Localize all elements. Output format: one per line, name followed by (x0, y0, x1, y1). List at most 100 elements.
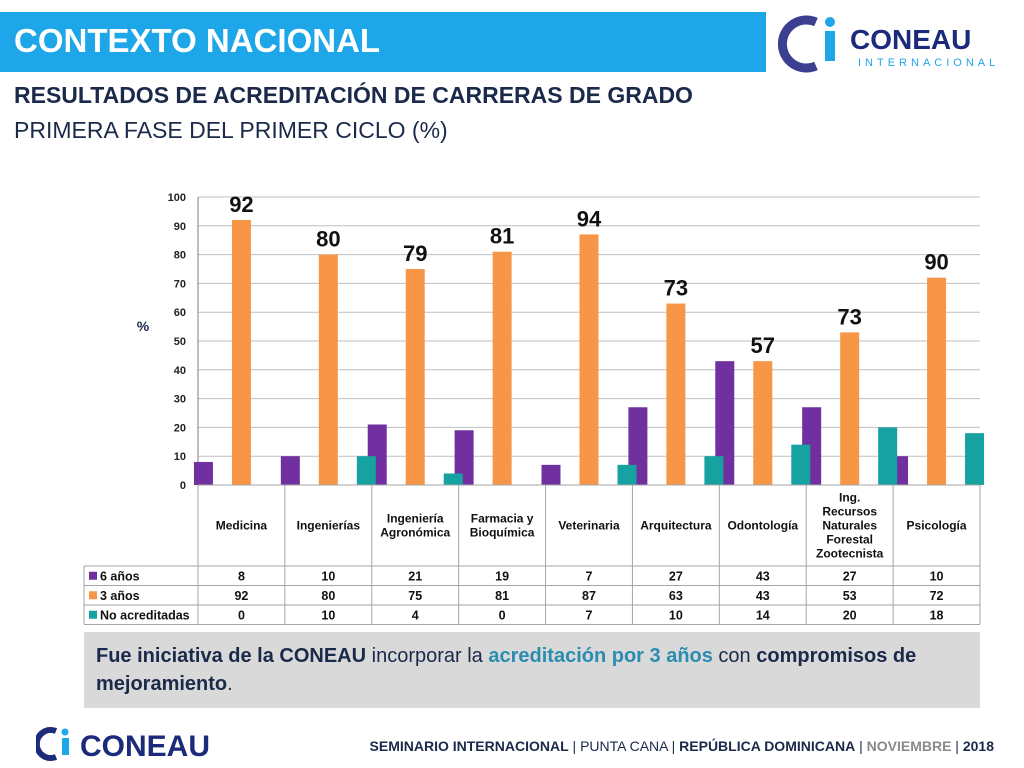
data-annotation: 73 (664, 276, 688, 301)
logo-c-shape (778, 15, 818, 73)
legend-swatch (89, 571, 97, 580)
category-label: Ing. (839, 491, 860, 505)
table-value: 27 (669, 569, 683, 583)
bar (454, 430, 474, 485)
table-value: 87 (582, 589, 596, 603)
table-value: 75 (408, 589, 422, 603)
logo-bottom-dot (61, 728, 69, 736)
data-annotation: 90 (924, 250, 948, 275)
logo-bottom-c (36, 727, 58, 761)
coneau-logo-top: CONEAU INTERNACIONAL (778, 15, 999, 73)
table-value: 10 (669, 608, 683, 622)
table-value: 8 (238, 569, 245, 583)
table-value: 0 (238, 608, 245, 622)
table-value: 20 (843, 608, 857, 622)
table-value: 7 (586, 608, 593, 622)
category-label: Zootecnista (816, 547, 884, 561)
category-label: Recursos (822, 505, 877, 519)
category-label: Ingenierías (297, 519, 361, 533)
category-label: Farmacia y (471, 512, 534, 526)
table-value: 92 (234, 589, 248, 603)
bar (443, 473, 463, 485)
footer-sep-2: | (667, 738, 680, 754)
footer-month: NOVIEMBRE (866, 738, 952, 754)
table-value: 4 (412, 608, 419, 622)
y-tick-label: 10 (174, 451, 186, 463)
table-value: 21 (408, 569, 422, 583)
bar (231, 220, 251, 486)
footer-country: REPÚBLICA DOMINICANA (679, 738, 856, 754)
bar (666, 303, 686, 485)
title-bar: CONTEXTO NACIONAL (0, 12, 766, 72)
bar (840, 332, 860, 485)
category-label: Ingeniería (387, 512, 444, 526)
bar (280, 456, 300, 485)
bar (878, 427, 898, 485)
y-tick-label: 100 (168, 192, 186, 204)
table-value: 80 (321, 589, 335, 603)
table-value: 63 (669, 589, 683, 603)
footer-sep-1: | (568, 738, 581, 754)
legend-label: 6 años (100, 569, 140, 583)
note-part5: compromisos de mejoramiento (96, 645, 917, 695)
y-tick-label: 90 (174, 221, 186, 233)
category-label: Bioquímica (470, 526, 535, 540)
data-annotation: 81 (490, 224, 514, 249)
table-value: 7 (586, 569, 593, 583)
category-label: Veterinaria (558, 519, 620, 533)
table-value: 27 (843, 569, 857, 583)
note-box: Fue iniciativa de la CONEAU incorporar l… (84, 632, 980, 708)
table-value: 10 (930, 569, 944, 583)
y-tick-label: 30 (174, 394, 186, 406)
bar (405, 269, 425, 485)
logo-subtext: INTERNACIONAL (858, 57, 999, 69)
bar (753, 361, 773, 485)
bar (318, 254, 338, 485)
logo-stem (825, 31, 835, 61)
table-value: 10 (321, 608, 335, 622)
table-value: 0 (499, 608, 506, 622)
table-value: 72 (930, 589, 944, 603)
bar (965, 433, 985, 485)
data-annotation: 73 (837, 304, 861, 329)
table-value: 18 (930, 608, 944, 622)
bar (791, 444, 811, 485)
legend-label: No acreditadas (100, 608, 190, 622)
y-tick-label: 20 (174, 422, 186, 434)
bar (193, 461, 213, 485)
logo-text: CONEAU (850, 24, 971, 55)
legend-swatch (89, 610, 97, 619)
category-label: Forestal (826, 533, 873, 547)
logo-dot (825, 17, 835, 27)
bar (927, 277, 947, 485)
category-label: Odontología (727, 519, 798, 533)
bar (492, 251, 512, 485)
footer-year: 2018 (962, 738, 994, 754)
bar (579, 234, 599, 485)
note-part2: incorporar la (366, 645, 489, 667)
data-annotation: 57 (751, 333, 775, 358)
note-part4: con (712, 645, 757, 667)
table-value: 10 (321, 569, 335, 583)
bar (704, 456, 724, 485)
data-annotation: 80 (316, 227, 340, 252)
chart-subtitle-2: PRIMERA FASE DEL PRIMER CICLO (%) (14, 117, 448, 143)
table-value: 81 (495, 589, 509, 603)
logo-bottom-text: CONEAU (80, 730, 210, 761)
bar (541, 464, 561, 485)
legend-label: 3 años (100, 589, 140, 603)
category-label: Naturales (822, 519, 877, 533)
footer-sep-4: | (951, 738, 963, 754)
chart-subtitle: RESULTADOS DE ACREDITACIÓN DE CARRERAS D… (14, 82, 693, 108)
y-tick-label: 60 (174, 307, 186, 319)
footer-city: PUNTA CANA (580, 738, 668, 754)
category-label: Psicología (907, 519, 967, 533)
bar (356, 456, 376, 485)
bar (617, 464, 637, 485)
table-value: 53 (843, 589, 857, 603)
note-part3: acreditación por 3 años (488, 645, 713, 667)
category-label: Medicina (216, 519, 268, 533)
footer-event: SEMINARIO INTERNACIONAL (369, 738, 569, 754)
legend-swatch (89, 591, 97, 600)
